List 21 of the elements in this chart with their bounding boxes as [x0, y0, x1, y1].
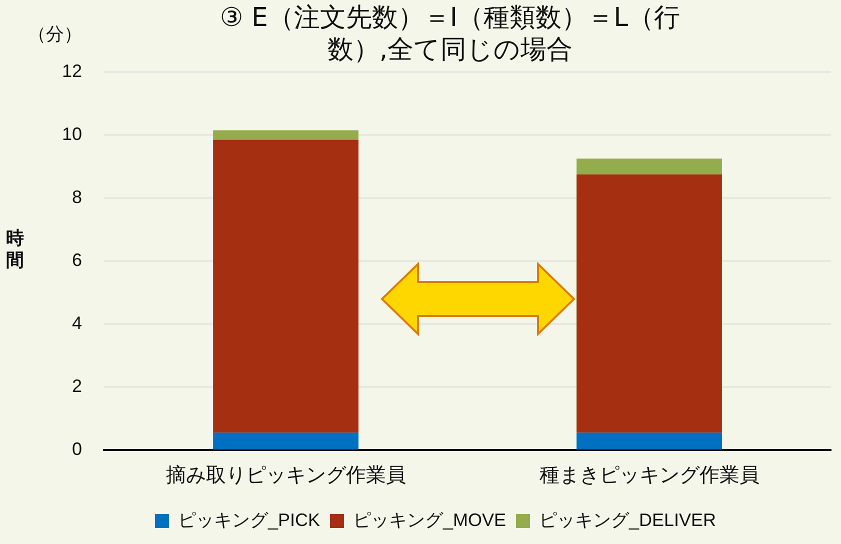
y-axis-title: 時間 — [6, 228, 25, 272]
text: （分） — [28, 23, 82, 46]
x-tick-label: 種まきピッキング作業員 — [539, 464, 760, 487]
y-tick-label: 6 — [72, 250, 82, 270]
bar — [213, 432, 358, 450]
y-tick-label: 2 — [72, 376, 82, 396]
y-tick-label: 0 — [72, 438, 82, 459]
y-tick-label: 10 — [62, 124, 82, 144]
y-tick-label: 4 — [72, 312, 82, 333]
bar — [213, 130, 358, 140]
x-tick-label: 摘み取りピッキング作業員 — [166, 464, 406, 487]
legend-label: ピッキング_PICK — [178, 510, 320, 530]
y-tick-label: 12 — [62, 60, 82, 81]
legend-label: ピッキング_MOVE — [352, 510, 506, 530]
bar — [576, 158, 722, 174]
bar — [213, 140, 358, 433]
y-tick-label: 8 — [72, 186, 82, 207]
bar — [576, 432, 722, 450]
bar — [576, 174, 722, 433]
chart-title: ③ E（注文先数）＝I（種類数）＝L（行数）,全て同じの場合 — [218, 2, 682, 66]
legend-label: ピッキング_DELIVER — [539, 510, 716, 530]
